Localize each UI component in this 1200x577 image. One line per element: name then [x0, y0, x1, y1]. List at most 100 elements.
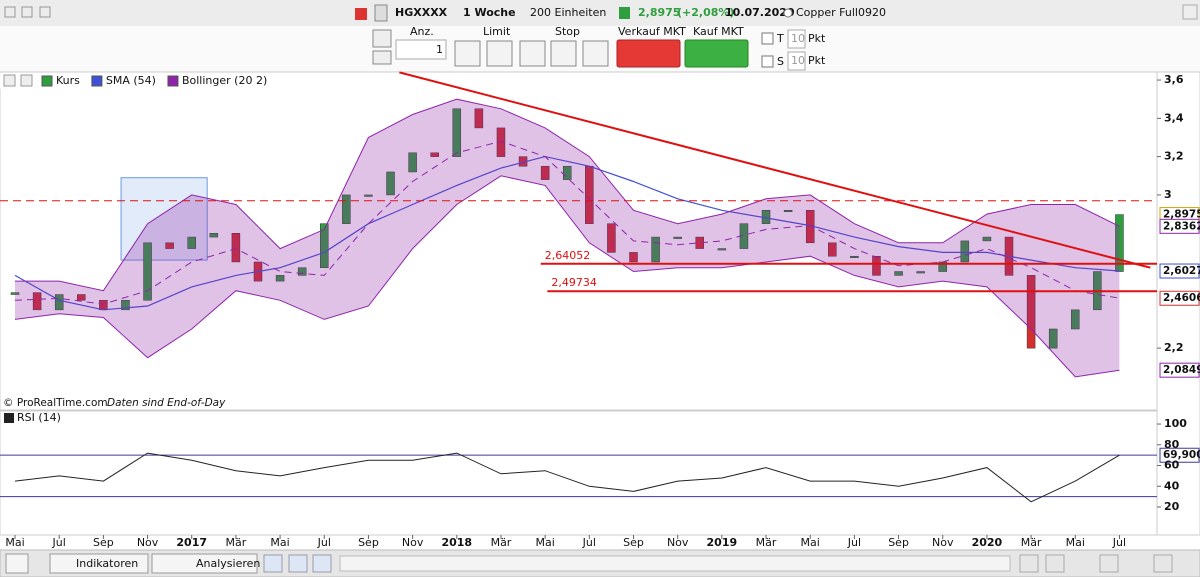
x-tick-label: Jul — [317, 536, 331, 549]
candle — [562, 165, 572, 180]
y-tick-label: 100 — [1164, 417, 1187, 430]
quantity-value[interactable]: 1 — [436, 43, 443, 56]
s-unit: Pkt — [808, 54, 826, 67]
lock-icon[interactable] — [374, 4, 388, 22]
x-tick-label: 2017 — [176, 536, 207, 549]
candle — [275, 275, 285, 282]
value-badge-label: 69,900 — [1163, 449, 1200, 461]
data-note: Daten sind End-of-Day — [107, 397, 226, 409]
indicators-button[interactable] — [49, 553, 149, 574]
limit-label: Limit — [483, 25, 511, 38]
legend-swatch — [167, 75, 179, 87]
analyze-label[interactable]: Analysieren — [196, 557, 260, 570]
window-button[interactable] — [39, 6, 51, 18]
indicators-label[interactable]: Indikatoren — [76, 557, 138, 570]
sma-line — [14, 155, 1120, 311]
sell-label: Verkauf MKT — [618, 25, 686, 38]
zoom-button[interactable] — [1099, 554, 1119, 573]
tool-button[interactable] — [263, 554, 283, 573]
quantity[interactable]: 200 Einheiten — [530, 6, 606, 19]
bollinger-middle — [14, 140, 1120, 305]
last-price: 2,8975 — [638, 6, 680, 19]
candle — [143, 242, 152, 301]
candle — [629, 252, 638, 263]
candle — [916, 271, 925, 274]
draw-button[interactable] — [5, 553, 29, 574]
price-badge-label: 2,6027 — [1163, 265, 1200, 277]
t-value[interactable]: 10 — [791, 32, 805, 45]
candle — [209, 232, 219, 238]
panel-legend-swatch — [4, 413, 14, 423]
window-button[interactable] — [21, 6, 33, 18]
candle — [717, 248, 727, 251]
s-value[interactable]: 10 — [791, 54, 805, 67]
candle — [894, 271, 903, 276]
x-tick-label: Mär — [756, 536, 777, 549]
stop-button[interactable] — [582, 40, 609, 67]
rsi-panel — [0, 410, 1158, 536]
value-badge — [1159, 447, 1200, 463]
zoom-button[interactable] — [1153, 554, 1173, 573]
period[interactable]: 1 Woche — [463, 6, 516, 19]
candle — [430, 152, 439, 157]
panel-legend-label: RSI (14) — [17, 411, 61, 424]
legend-label: SMA (54) — [106, 74, 156, 87]
stop-button[interactable] — [519, 40, 546, 67]
x-tick-label: Mai — [270, 536, 289, 549]
x-tick-label: Mär — [491, 536, 512, 549]
legend-button[interactable] — [20, 74, 33, 87]
quantity-label: Anz. — [410, 25, 434, 38]
tool-button[interactable] — [288, 554, 308, 573]
keyboard-button[interactable] — [372, 50, 392, 65]
y-tick-label: 3,6 — [1164, 73, 1184, 86]
price-level-label: 2,64052 — [545, 249, 591, 262]
radio[interactable] — [783, 8, 793, 18]
price-badge-label: 2,8362 — [1163, 220, 1200, 232]
limit-sell-button[interactable] — [486, 40, 513, 67]
price-level-label: 2,49734 — [551, 276, 597, 289]
price-badge — [1159, 362, 1200, 378]
buy-button[interactable] — [684, 39, 749, 68]
scrollbar[interactable] — [339, 555, 1011, 572]
candle — [1071, 309, 1080, 330]
t-input[interactable] — [787, 29, 806, 49]
analyze-button[interactable] — [151, 553, 258, 574]
checkbox[interactable] — [761, 55, 774, 68]
limit-buy-button[interactable] — [454, 40, 481, 67]
y-tick-label: 2,2 — [1164, 341, 1184, 354]
quantity-input[interactable] — [395, 39, 447, 60]
window-button[interactable] — [4, 6, 16, 18]
sell-button[interactable] — [616, 39, 681, 68]
close-button[interactable] — [1182, 4, 1198, 20]
candle — [496, 127, 506, 157]
undo-button[interactable] — [1019, 554, 1039, 573]
stop-label: Stop — [555, 25, 580, 38]
price-badge-label: 2,8975 — [1163, 209, 1200, 221]
tool-button[interactable] — [312, 554, 332, 573]
x-tick-label: Jul — [582, 536, 596, 549]
symbol[interactable]: HGXXXX — [395, 6, 448, 19]
info-icon[interactable] — [619, 7, 630, 19]
legend: Kurs SMA (54) Bollinger (20 2) — [41, 74, 267, 87]
chart-type-icon[interactable] — [355, 8, 367, 20]
settings-button[interactable] — [372, 29, 392, 48]
x-tick-label: Jul — [1112, 536, 1126, 549]
candle — [231, 232, 241, 263]
checkbox[interactable] — [761, 32, 774, 45]
price-badge — [1159, 290, 1200, 306]
candle — [1048, 328, 1058, 349]
stop-button[interactable] — [550, 40, 577, 67]
x-tick-label: Nov — [137, 536, 159, 549]
redo-button[interactable] — [1045, 554, 1065, 573]
candle — [54, 294, 64, 311]
x-tick-label: Nov — [402, 536, 424, 549]
y-tick-label: 40 — [1164, 479, 1180, 492]
candle — [850, 255, 859, 258]
candle — [77, 294, 86, 301]
legend-button[interactable] — [3, 74, 16, 87]
title-bar — [0, 0, 1200, 26]
candle — [540, 165, 550, 180]
x-tick-label: Jul — [52, 536, 66, 549]
candle — [982, 236, 992, 242]
s-input[interactable] — [787, 51, 806, 71]
